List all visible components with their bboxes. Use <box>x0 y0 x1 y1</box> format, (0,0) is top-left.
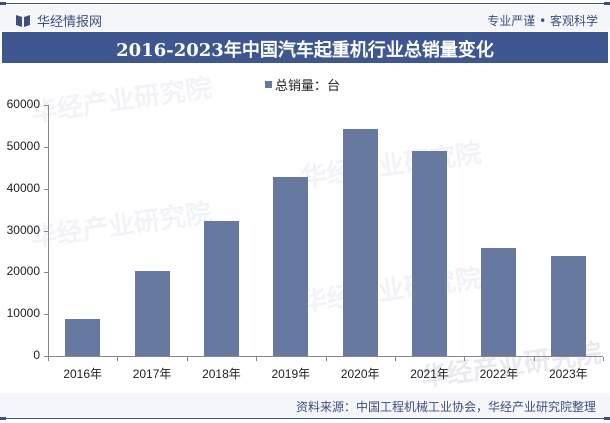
bar-2019年 <box>273 176 309 356</box>
x-tick-label: 2023年 <box>548 367 588 381</box>
bar-2018年 <box>203 221 239 356</box>
x-tick <box>464 357 466 361</box>
top-border <box>0 3 610 4</box>
source-note: 资料来源：中国工程机械工业协会，华经产业研究院整理 <box>295 400 596 414</box>
y-tick-label: 20000 <box>6 264 40 279</box>
y-tick-label: 0 <box>33 348 40 362</box>
watermark: 华经产业研究院 <box>299 138 484 194</box>
x-tick-label: 2016年 <box>63 367 103 381</box>
bottom-border <box>0 418 610 419</box>
bar-2016年 <box>65 318 101 356</box>
bottom-border-cap-left <box>0 417 6 420</box>
x-tick <box>394 357 396 361</box>
watermark: 华经产业研究院 <box>29 198 214 254</box>
y-tick <box>44 272 48 274</box>
y-tick-label: 60000 <box>6 97 40 111</box>
y-tick <box>44 230 48 232</box>
y-axis <box>48 105 49 357</box>
top-border-cap-left <box>0 2 6 5</box>
watermark: 华经产业研究院 <box>29 73 214 129</box>
legend-swatch <box>265 81 272 88</box>
legend: 总销量：台 <box>265 75 340 94</box>
x-tick-label: 2019年 <box>271 367 311 381</box>
bar-2022年 <box>481 248 517 356</box>
x-tick <box>325 357 327 361</box>
x-tick-label: 2020年 <box>340 367 380 381</box>
x-tick-label: 2021年 <box>410 367 449 381</box>
x-tick-label: 2022年 <box>479 367 519 381</box>
slogan: 专业严谨 • 客观科学 <box>487 14 598 28</box>
y-tick-label: 40000 <box>6 180 40 195</box>
header: 华经情报网 专业严谨 • 客观科学 <box>0 5 610 31</box>
y-tick <box>44 356 48 357</box>
brand: 华经情报网 <box>16 11 102 30</box>
y-tick <box>44 146 48 148</box>
x-axis <box>48 356 603 357</box>
x-tick <box>256 357 258 361</box>
y-tick <box>44 188 48 190</box>
x-tick <box>117 357 119 361</box>
x-tick <box>603 357 604 361</box>
title-bar: 2016-2023年中国汽车起重机行业总销量变化 <box>2 32 608 63</box>
x-tick-label: 2018年 <box>202 367 241 381</box>
book-logo-icon <box>16 14 30 27</box>
bar-2020年 <box>342 129 378 356</box>
chart-title: 2016-2023年中国汽车起重机行业总销量变化 <box>116 40 494 61</box>
y-tick-label: 50000 <box>6 138 40 153</box>
y-tick-label: 10000 <box>6 306 40 321</box>
legend-label: 总销量：台 <box>275 79 341 94</box>
y-tick-label: 30000 <box>6 222 40 237</box>
x-tick-label: 2017年 <box>132 367 172 381</box>
footer: 资料来源：中国工程机械工业协会，华经产业研究院整理 <box>0 393 610 417</box>
brand-name: 华经情报网 <box>37 15 103 30</box>
y-tick <box>44 314 48 316</box>
bar-2017年 <box>134 271 170 356</box>
bottom-border-cap-right <box>604 417 610 420</box>
x-tick <box>48 357 49 361</box>
x-tick <box>533 357 535 361</box>
watermark: 华经产业研究院 <box>299 263 484 319</box>
x-tick <box>186 357 188 361</box>
bar-2021年 <box>412 150 448 356</box>
bar-2023年 <box>550 256 586 356</box>
top-border-cap-right <box>604 2 610 5</box>
y-tick <box>44 105 48 106</box>
